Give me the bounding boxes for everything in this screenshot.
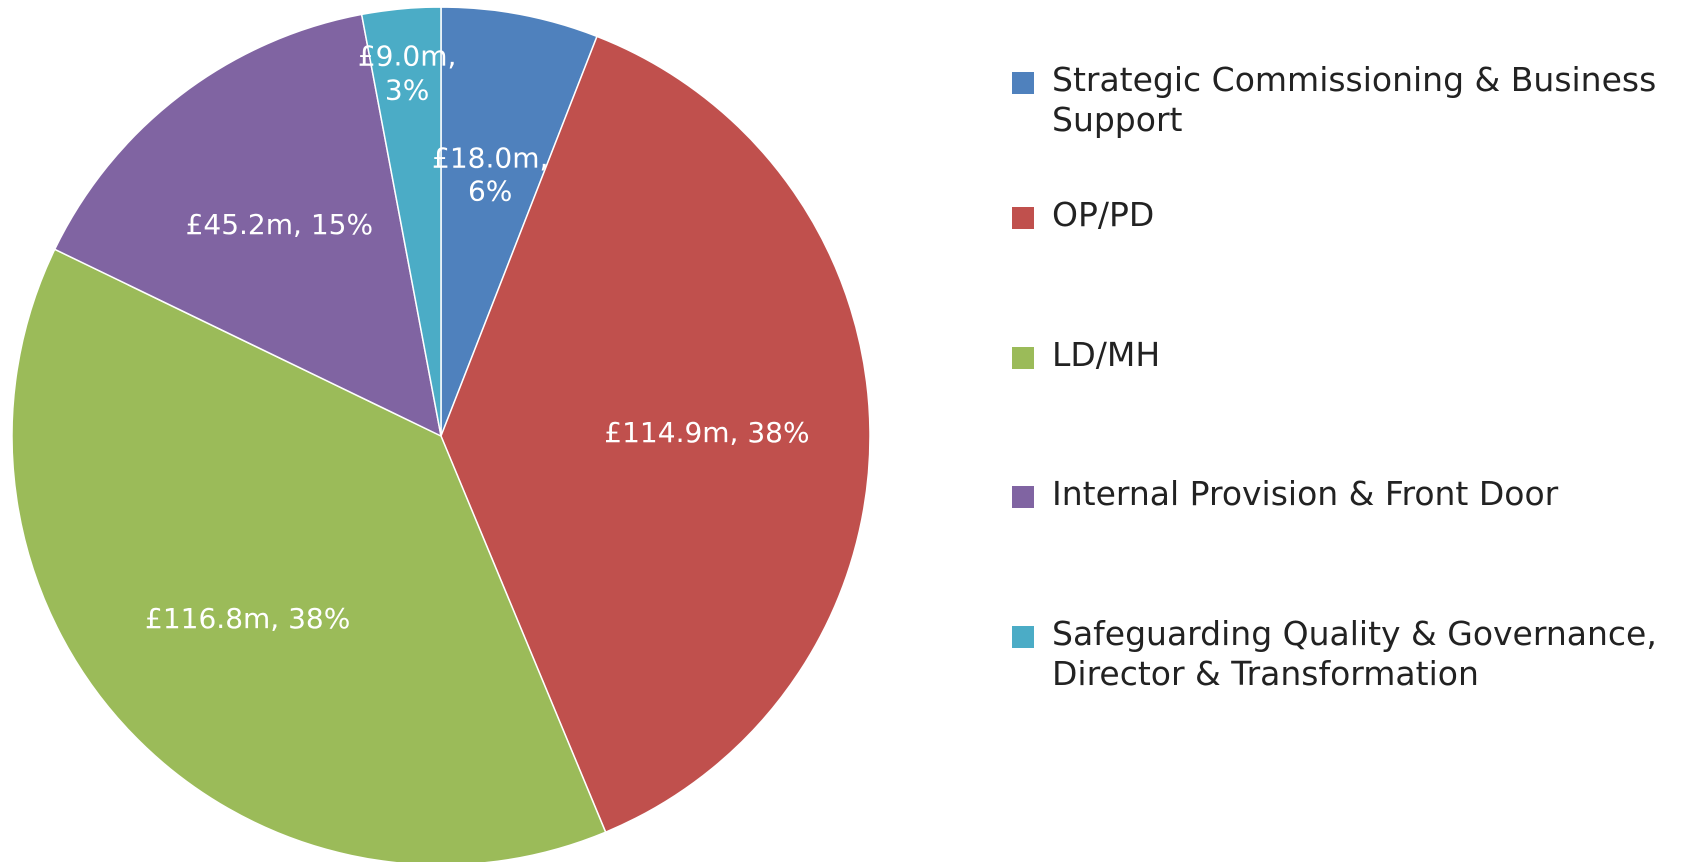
data-label: £18.0m, 6% <box>432 141 549 208</box>
legend-swatch <box>1012 625 1034 648</box>
legend: Strategic Commissioning & Business Suppo… <box>1012 60 1672 693</box>
legend-swatch <box>1012 207 1034 230</box>
legend-label: Safeguarding Quality & Governance, Direc… <box>1052 613 1657 693</box>
legend-label: OP/PD <box>1052 195 1155 235</box>
legend-swatch <box>1012 486 1034 509</box>
pie-slice <box>440 35 871 834</box>
pie-slice <box>53 13 443 438</box>
pie-slice <box>440 6 598 437</box>
data-label: £114.9m, 38% <box>604 416 810 450</box>
legend-label: Strategic Commissioning & Business Suppo… <box>1052 60 1657 139</box>
data-label: £45.2m, 15% <box>185 207 374 241</box>
legend-item: OP/PD <box>1012 195 1672 235</box>
legend-item: Internal Provision & Front Door <box>1012 474 1672 514</box>
legend-swatch <box>1012 346 1034 369</box>
legend-label: Internal Provision & Front Door <box>1052 474 1559 514</box>
data-label: £116.8m, 38% <box>145 601 351 635</box>
legend-item: Safeguarding Quality & Governance, Direc… <box>1012 614 1672 693</box>
data-label: £9.0m, 3% <box>357 39 457 106</box>
legend-swatch <box>1012 72 1034 94</box>
pie-slice <box>11 248 607 862</box>
legend-label: LD/MH <box>1052 334 1161 374</box>
pie-slice <box>360 6 442 437</box>
legend-item: Strategic Commissioning & Business Suppo… <box>1012 60 1672 139</box>
legend-item: LD/MH <box>1012 335 1672 375</box>
